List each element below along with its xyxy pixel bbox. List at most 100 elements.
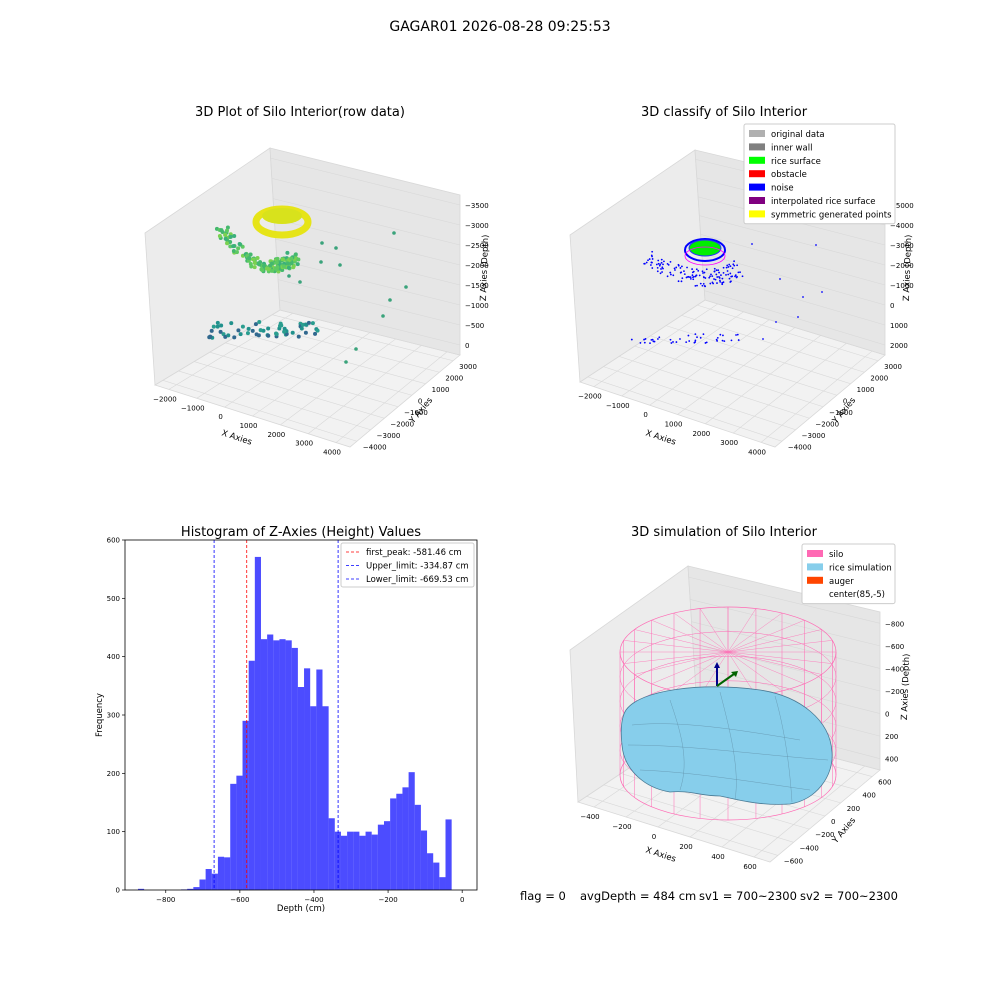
classify-point xyxy=(735,334,737,336)
raw-scatter-grid-line xyxy=(252,332,371,417)
classify-z-tick-label: −2000 xyxy=(890,262,914,270)
classify-point xyxy=(660,258,663,261)
simulation-legend-swatch xyxy=(807,576,823,584)
classify-point xyxy=(662,267,664,270)
classify-point xyxy=(722,271,725,274)
classify-point xyxy=(702,283,705,285)
classify-point xyxy=(689,276,692,279)
histogram-bar xyxy=(291,647,298,890)
raw-scatter-z-tick-label: −500 xyxy=(465,322,484,330)
histogram-legend-label: Upper_limit: -334.87 cm xyxy=(366,562,469,572)
classify-point xyxy=(658,336,661,339)
classify-z-ticks: 2000 1000 0 −1000 −2000 −3000 −4000 −5000 xyxy=(890,202,914,350)
figure-title: GAGAR01 2026-08-28 09:25:53 xyxy=(389,19,610,35)
simulation-auger xyxy=(714,662,738,687)
classify-legend-swatch xyxy=(749,183,765,191)
classify-legend-swatch xyxy=(749,170,765,178)
classify-grid-line xyxy=(705,335,821,425)
simulation-legend-swatch xyxy=(807,550,823,557)
classify-z-tick-label: −3000 xyxy=(890,242,914,250)
classify-point xyxy=(720,274,722,277)
raw-scatter-point xyxy=(255,256,260,261)
histogram-y-tick-label: 500 xyxy=(107,595,120,603)
silo-roof-spoke xyxy=(651,651,729,685)
raw-scatter-grid-line xyxy=(278,279,461,326)
classify-point xyxy=(709,275,711,278)
classify-point xyxy=(701,284,704,287)
histogram-bar xyxy=(427,853,434,890)
classify-point xyxy=(653,340,656,343)
classify-point xyxy=(725,266,728,269)
histogram-legend-label: first_peak: -581.46 cm xyxy=(366,548,462,558)
classify-point xyxy=(693,341,696,344)
classify-point xyxy=(660,268,662,270)
classify-legend-swatch xyxy=(749,210,765,218)
classify-grid-line xyxy=(681,315,865,373)
simulation-legend-label: auger xyxy=(829,577,854,587)
raw-scatter-point xyxy=(293,252,298,257)
classify-point xyxy=(733,260,735,263)
raw-scatter-y-tick-label: −1000 xyxy=(404,409,428,417)
classify-point xyxy=(689,277,692,280)
histogram-bar xyxy=(260,639,268,890)
raw-scatter-point xyxy=(277,323,282,328)
histogram-bar xyxy=(137,888,145,890)
raw-scatter-point xyxy=(211,324,216,329)
classify-point xyxy=(687,334,690,337)
silo-roof-spoke xyxy=(727,651,822,675)
raw-scatter-point xyxy=(224,228,229,233)
simulation-legend-label: center(85,-5) xyxy=(829,590,885,600)
silo-roof-spoke xyxy=(623,640,729,653)
classify-grid-line xyxy=(593,303,719,387)
raw-scatter-pane-back xyxy=(269,147,461,356)
classify-point xyxy=(775,321,777,323)
simulation-z-tick-label: −800 xyxy=(885,620,904,628)
raw-scatter-y-tick-label: 1000 xyxy=(432,386,450,394)
simulation-x-tick-label: 200 xyxy=(679,843,692,851)
classify-grid-line xyxy=(697,304,879,362)
raw-scatter-grid xyxy=(162,157,461,443)
classify-point xyxy=(643,341,646,344)
raw-scatter-z-tick-label: 0 xyxy=(465,342,469,350)
silo-roof-spoke xyxy=(673,612,729,653)
footer-flag: flag = 0 xyxy=(520,889,566,903)
classify-y-tick-label: 1000 xyxy=(857,386,875,394)
classify-point xyxy=(713,267,716,270)
raw-scatter-point xyxy=(248,261,253,266)
simulation-z-tick-label: 200 xyxy=(885,733,898,741)
histogram-bar xyxy=(445,819,452,890)
classify-point xyxy=(725,274,727,276)
classify-point xyxy=(630,338,633,341)
raw-scatter-point xyxy=(236,328,241,333)
raw-scatter-z-tick-label: −3500 xyxy=(465,202,489,210)
classify-point xyxy=(662,263,664,266)
histogram-bar xyxy=(353,831,360,890)
classify-grid-line xyxy=(760,350,873,443)
raw-scatter-point xyxy=(268,263,273,268)
raw-scatter-point xyxy=(287,274,291,278)
raw-scatter-point xyxy=(381,314,385,318)
classify-point xyxy=(679,267,682,269)
classify-point xyxy=(739,271,741,274)
classify-point xyxy=(713,270,716,273)
raw-scatter-point xyxy=(209,328,214,333)
classify-point xyxy=(705,268,708,271)
raw-scatter-point xyxy=(300,322,305,327)
classify-point xyxy=(669,260,672,263)
raw-scatter-y-tick-label: 3000 xyxy=(459,363,477,371)
classify-point xyxy=(703,276,705,279)
raw-scatter-z-label: Z Axies (Depth) xyxy=(479,234,491,301)
raw-scatter-point xyxy=(257,320,262,325)
classify-point xyxy=(669,271,672,274)
classify-point xyxy=(651,267,654,269)
classify-point xyxy=(762,338,764,340)
raw-scatter-point xyxy=(303,330,308,335)
classify-y-tick-label: −3000 xyxy=(802,432,826,440)
classify-point xyxy=(716,340,719,342)
classify-point xyxy=(651,261,653,264)
raw-scatter-point xyxy=(215,320,220,325)
classify-point xyxy=(727,266,730,268)
classify-point xyxy=(699,336,702,339)
histogram-bar xyxy=(267,634,274,890)
